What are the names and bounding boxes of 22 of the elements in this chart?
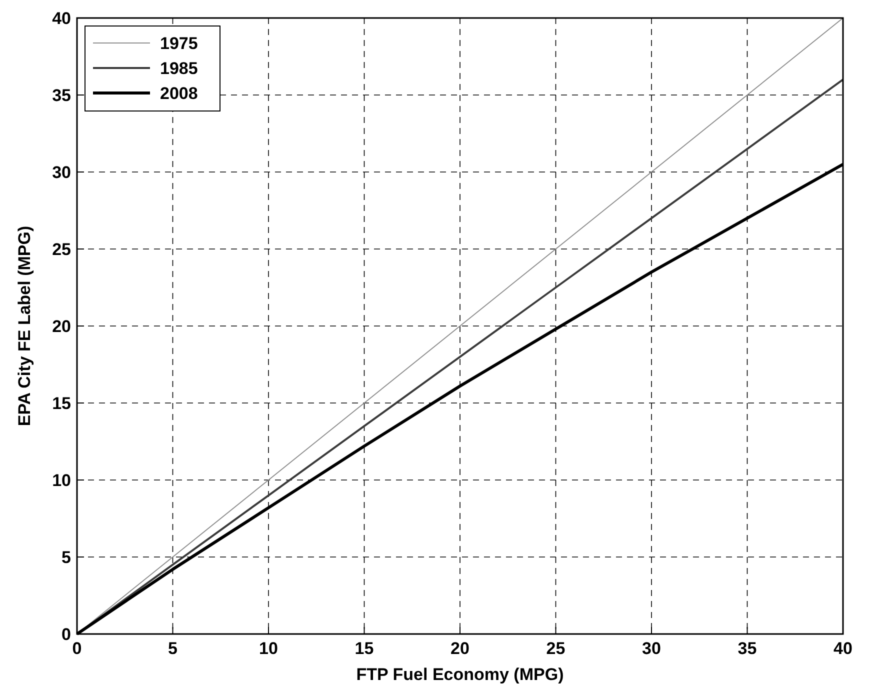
x-tick-label: 20 — [450, 639, 470, 658]
x-tick-label: 40 — [834, 639, 852, 658]
y-tick-label: 20 — [52, 317, 71, 336]
y-tick-label: 15 — [52, 394, 71, 413]
y-tick-label: 5 — [62, 548, 71, 567]
y-tick-label: 30 — [52, 163, 71, 182]
x-tick-label: 5 — [168, 639, 178, 658]
y-tick-label: 10 — [52, 471, 71, 490]
y-tick-label: 40 — [52, 9, 71, 28]
x-axis-title: FTP Fuel Economy (MPG) — [356, 665, 564, 684]
y-tick-label: 25 — [52, 240, 71, 259]
x-tick-label: 10 — [259, 639, 278, 658]
y-tick-label: 0 — [62, 625, 71, 644]
x-tick-label: 25 — [546, 639, 566, 658]
legend-label: 1985 — [160, 59, 198, 78]
y-tick-label: 35 — [52, 86, 71, 105]
x-tick-label: 30 — [642, 639, 661, 658]
x-tick-label: 15 — [354, 639, 374, 658]
legend-label: 2008 — [160, 84, 198, 103]
x-tick-label: 35 — [738, 639, 757, 658]
y-axis-title: EPA City FE Label (MPG) — [15, 226, 34, 426]
legend-label: 1975 — [160, 34, 198, 53]
